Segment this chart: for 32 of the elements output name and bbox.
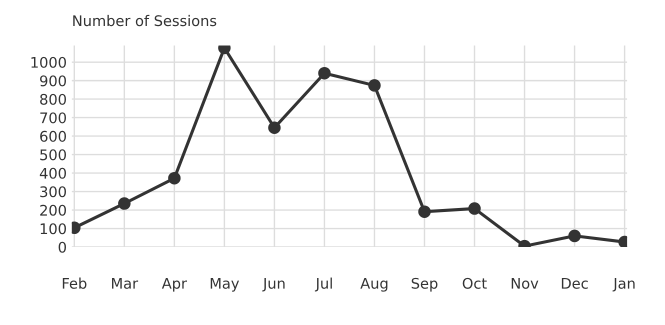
y-tick-label: 500	[40, 149, 66, 160]
point	[118, 197, 131, 210]
point	[268, 122, 281, 134]
point	[468, 202, 481, 215]
x-tick-label: Oct	[462, 278, 487, 289]
x-tick-label: Jul	[314, 278, 332, 292]
y-tick-label: 1000	[31, 56, 66, 68]
y-tick-label: 200	[40, 204, 66, 216]
x-tick-label: Sep	[412, 278, 438, 292]
y-tick-label: 900	[40, 75, 66, 86]
point	[418, 205, 431, 218]
point	[368, 79, 381, 92]
x-tick-label: Apr	[162, 278, 187, 292]
x-tick-label: Jun	[262, 278, 285, 292]
point	[318, 66, 331, 80]
y-tick-label: 800	[40, 94, 66, 105]
chart-title: Number of Sessions	[73, 14, 216, 26]
y-tick-label: 300	[40, 186, 66, 198]
x-tick-label: Jan	[612, 278, 635, 292]
y-tick-label: 100	[40, 223, 66, 234]
x-tick-label: Dec	[562, 278, 588, 289]
x-tick-label: Nov	[512, 278, 538, 289]
y-tick-label: 700	[40, 112, 66, 124]
y-tick-label: 600	[40, 130, 66, 142]
x-tick-label: May	[210, 278, 240, 292]
x-tick-label: Aug	[360, 278, 388, 292]
point	[568, 230, 581, 242]
y-tick-label: 400	[40, 168, 66, 179]
x-tick-label: Mar	[112, 278, 138, 289]
y-tick-label: 0	[58, 242, 66, 253]
x-tick-label: Feb	[62, 278, 86, 289]
point	[168, 172, 181, 184]
